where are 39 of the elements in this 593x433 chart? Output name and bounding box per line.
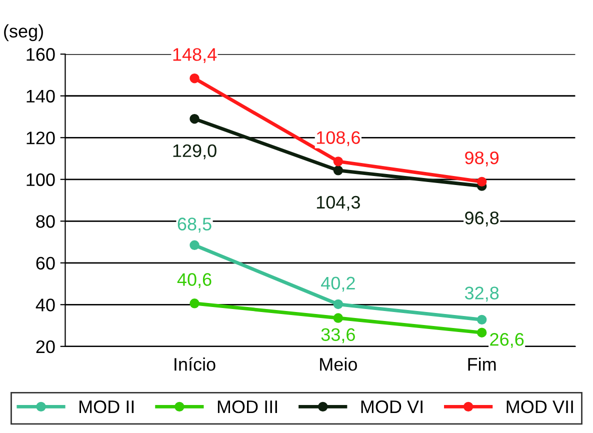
y-tick-label: 160	[26, 48, 55, 61]
y-tick-label: 20	[36, 340, 55, 354]
data-label: 40,6	[177, 273, 212, 288]
y-tick-label: 60	[36, 256, 55, 270]
data-label: 32,8	[464, 286, 499, 302]
data-label: 104,3	[316, 196, 360, 211]
data-label: 148,4	[173, 48, 217, 64]
y-axis-title: (seg)	[4, 24, 43, 42]
point	[476, 328, 487, 338]
data-label: 33,6	[321, 328, 355, 344]
data-label: 108,6	[316, 131, 360, 146]
point	[190, 73, 200, 84]
point	[190, 114, 200, 124]
point	[333, 166, 344, 176]
y-tick-label: 80	[36, 215, 55, 228]
data-label: 40,2	[321, 276, 355, 292]
y-tick-label: 120	[26, 132, 55, 144]
point	[476, 314, 487, 325]
point	[333, 299, 344, 310]
data-label: 96,8	[465, 212, 499, 226]
legend-label: MOD VII	[506, 400, 573, 414]
data-label: 98,9	[465, 151, 499, 166]
data-label: 68,5	[178, 218, 212, 233]
data-label: 129,0	[173, 144, 216, 160]
point	[190, 298, 200, 308]
legend-label: MOD II	[80, 400, 134, 414]
point	[333, 313, 344, 323]
data-label: 26,6	[490, 333, 524, 348]
legend-label: MOD III	[218, 400, 277, 414]
point	[333, 156, 344, 166]
point	[190, 240, 200, 250]
x-tick-label: Meio	[320, 358, 357, 371]
y-tick-label: 40	[36, 298, 55, 312]
x-tick-label: Fim	[468, 358, 496, 371]
y-tick-label: 100	[26, 173, 55, 186]
legend-label: MOD VI	[361, 400, 422, 414]
point	[476, 176, 487, 187]
y-tick-label: 140	[26, 90, 55, 103]
x-tick-label: Início	[174, 357, 216, 371]
